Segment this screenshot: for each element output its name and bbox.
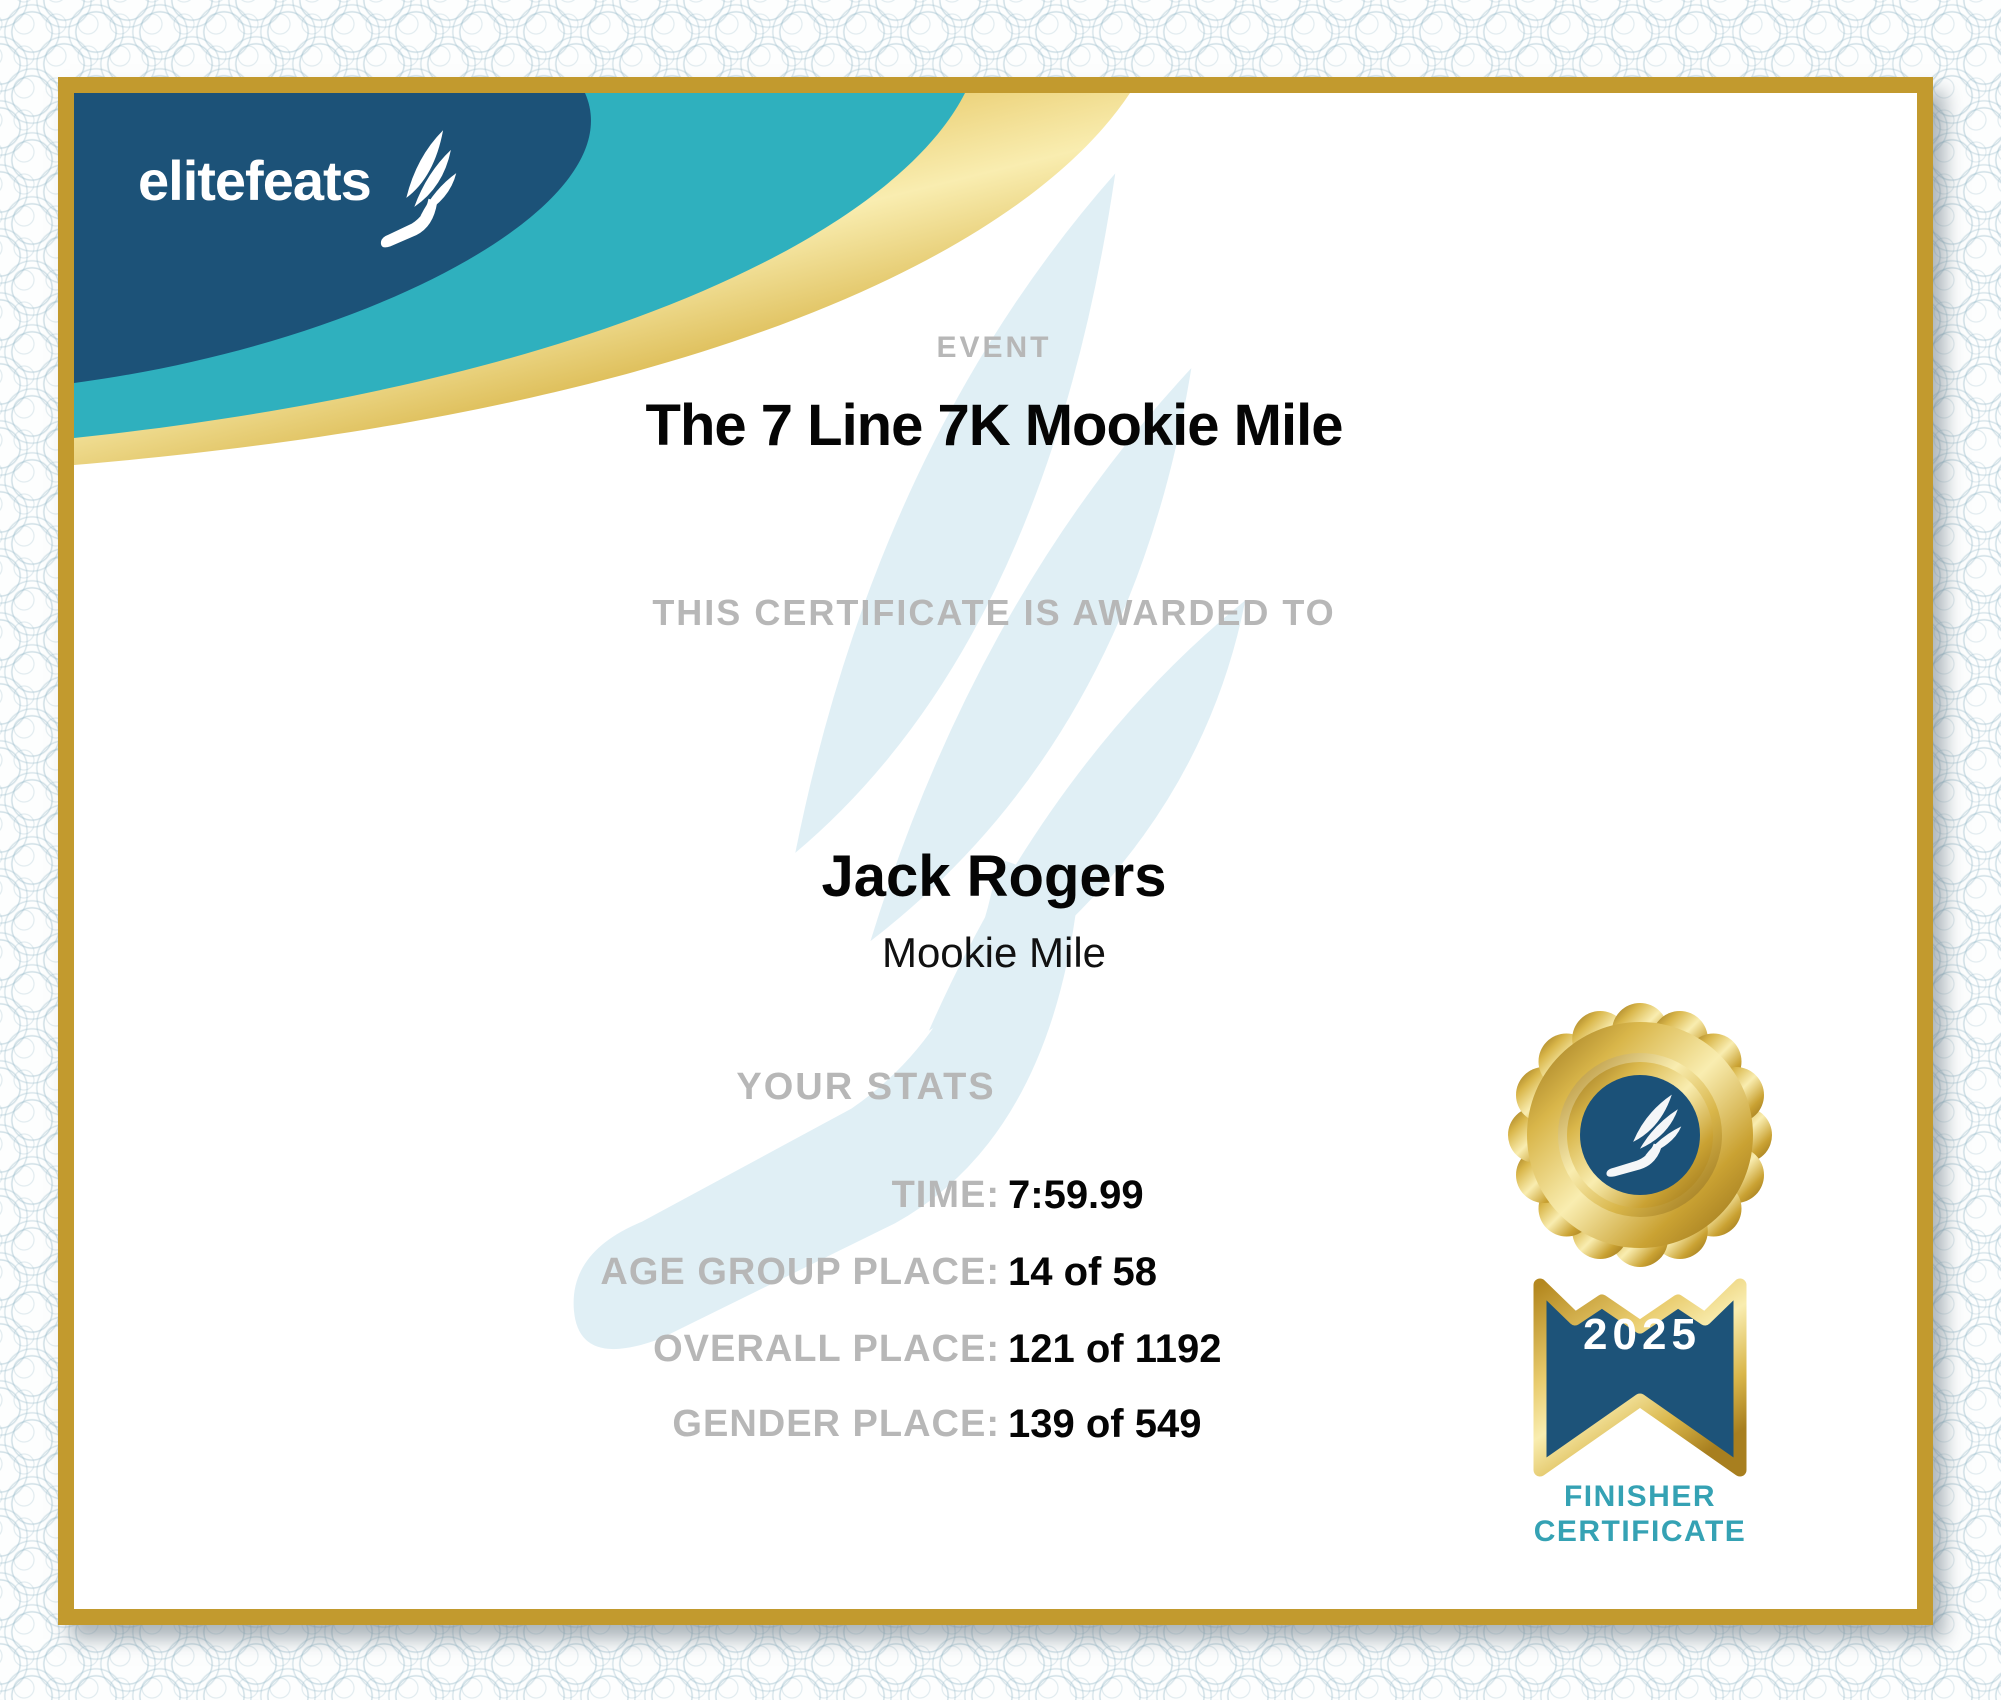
stat-value: 139 of 549 [1008, 1402, 1202, 1446]
finisher-caption-line1: FINISHER [1563, 1480, 1716, 1513]
gold-frame: elitefeats EVENT The 7 Line 7K Mookie Mi… [58, 77, 1933, 1625]
stat-value: 14 of 58 [1008, 1250, 1157, 1294]
header-swoosh-graphic [74, 93, 1130, 465]
stat-label: AGE GROUP PLACE [600, 1248, 1000, 1296]
event-title: The 7 Line 7K Mookie Mile [645, 393, 1344, 458]
race-name: Mookie Mile [881, 929, 1107, 976]
finisher-caption-line2: CERTIFICATE [1533, 1515, 1747, 1548]
badge-ribbon [1533, 1278, 1747, 1477]
winged-foot-icon [373, 129, 461, 248]
badge-year: 2025 [1583, 1310, 1701, 1359]
stat-row-age-group-place: AGE GROUP PLACE 14 of 58 [74, 1248, 1917, 1296]
stat-value: 7:59.99 [1008, 1173, 1144, 1217]
certificate-body: elitefeats EVENT The 7 Line 7K Mookie Mi… [74, 93, 1917, 1609]
medal-rosette-graphic: 2025 [1508, 1003, 1772, 1477]
stat-row-time: TIME 7:59.99 [74, 1171, 1917, 1219]
stat-row-overall-place: OVERALL PLACE 121 of 1192 [74, 1325, 1917, 1373]
event-label: EVENT [936, 331, 1052, 364]
stat-row-gender-place: GENDER PLACE 139 of 549 [74, 1400, 1917, 1448]
brand-logo-text: elitefeats [138, 149, 372, 212]
finisher-caption: FINISHER CERTIFICATE [1430, 1479, 1850, 1549]
awarded-heading: THIS CERTIFICATE IS AWARDED TO [652, 592, 1336, 633]
stat-value: 121 of 1192 [1008, 1327, 1222, 1371]
recipient-name: Jack Rogers [821, 844, 1167, 909]
stat-label: OVERALL PLACE [653, 1325, 1000, 1373]
stats-heading: YOUR STATS [736, 1066, 996, 1108]
brand-logo: elitefeats [138, 129, 461, 248]
finisher-badge: 2025 [1430, 993, 1850, 1609]
stat-label: GENDER PLACE [672, 1400, 1000, 1448]
stat-label: TIME [892, 1171, 1000, 1219]
